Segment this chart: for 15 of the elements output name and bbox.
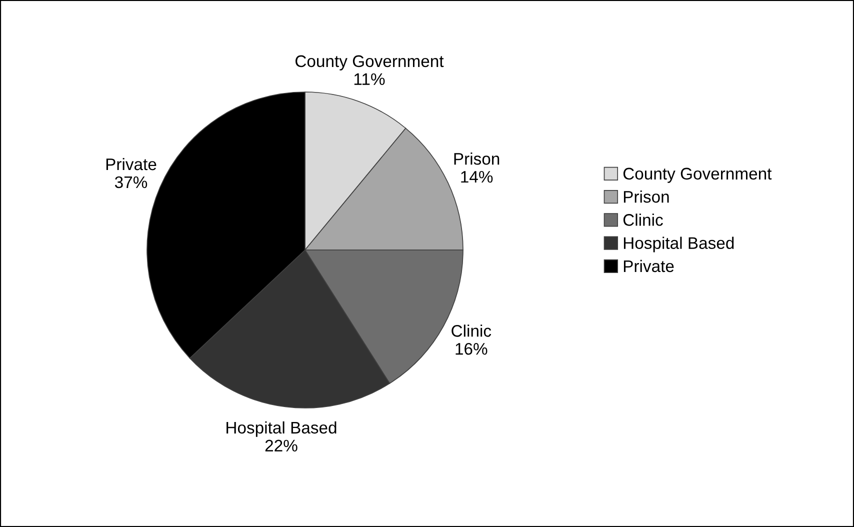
legend-label: Hospital Based: [624, 236, 734, 252]
data-label: 11%: [354, 73, 385, 85]
data-label: 16%: [456, 342, 488, 355]
data-label: 37%: [114, 176, 148, 188]
slice-label: Hospital Based: [226, 421, 336, 437]
legend-label: Private: [624, 260, 674, 272]
slice-label: Clinic: [452, 324, 492, 337]
legend-label: County Government: [623, 168, 772, 183]
slice-label: Prison: [454, 152, 500, 165]
slice-label: County Government: [296, 55, 444, 70]
slice-label: Private: [106, 158, 156, 170]
legend-label: Prison: [624, 190, 669, 203]
data-label: 22%: [265, 440, 298, 452]
legend-label: Clinic: [623, 214, 663, 226]
data-label: 14%: [461, 170, 493, 183]
